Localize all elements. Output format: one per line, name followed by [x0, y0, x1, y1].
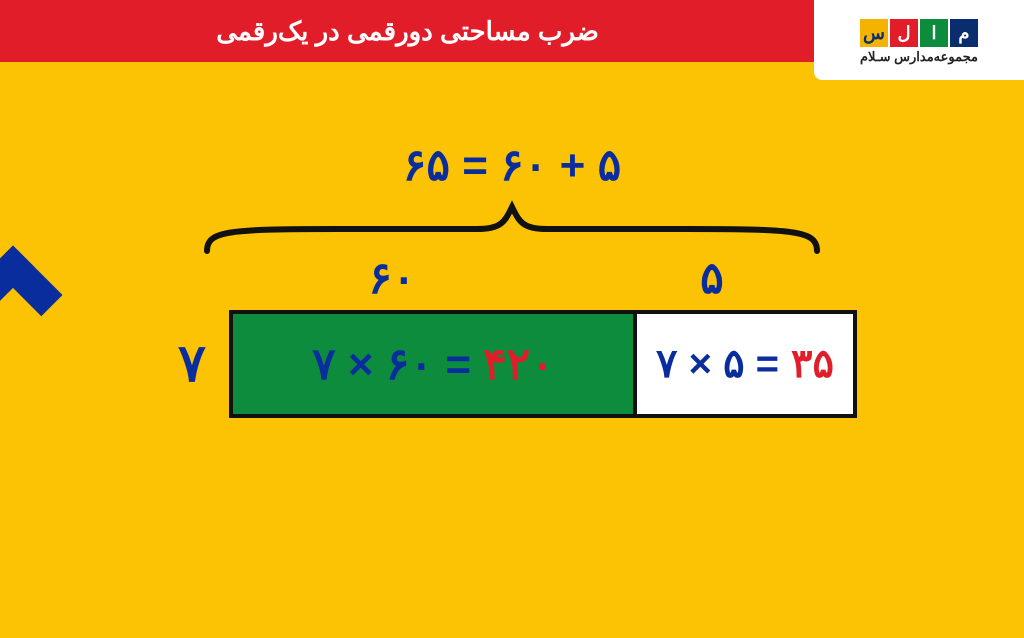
area-boxes: ۷ × ۶۰ = ۴۲۰ ۷ × ۵ = ۳۵ — [229, 310, 857, 418]
top-bar: ضرب مساحتی دورقمی در یک‌رقمی س ل ا م مجم… — [0, 0, 1024, 62]
box-tens: ۷ × ۶۰ = ۴۲۰ — [233, 314, 633, 414]
decomposition-equation: ۶۵ = ۶۰ + ۵ — [403, 140, 621, 191]
logo-icon: س ل ا م — [860, 19, 978, 47]
logo-letter-3: ا — [920, 19, 948, 47]
box-tens-result: ۴۲۰ — [483, 339, 554, 390]
box-ones-expr: ۷ × ۵ = — [656, 341, 779, 387]
logo-letter-4: م — [950, 19, 978, 47]
logo-letter-2: ل — [890, 19, 918, 47]
box-ones-result: ۳۵ — [791, 341, 834, 387]
box-tens-expr: ۷ × ۶۰ = — [312, 339, 471, 390]
brace-icon — [197, 199, 827, 259]
label-tens: ۶۰ — [192, 253, 592, 304]
area-model-row: ۷ ۷ × ۶۰ = ۴۲۰ ۷ × ۵ = ۳۵ — [167, 310, 857, 418]
box-ones: ۷ × ۵ = ۳۵ — [633, 314, 853, 414]
part-labels: ۶۰ ۵ — [192, 253, 832, 304]
row-multiplier: ۷ — [167, 334, 217, 394]
label-ones: ۵ — [612, 253, 812, 304]
logo-subtitle: مجموعه‌مدارس سـلام — [860, 49, 978, 65]
diagram: ۶۵ = ۶۰ + ۵ ۶۰ ۵ ۷ ۷ × ۶۰ = ۴۲۰ ۷ × ۵ = … — [0, 140, 1024, 418]
logo: س ل ا م مجموعه‌مدارس سـلام — [814, 0, 1024, 80]
logo-letter-1: س — [860, 19, 888, 47]
title-banner: ضرب مساحتی دورقمی در یک‌رقمی — [0, 0, 815, 62]
page-title: ضرب مساحتی دورقمی در یک‌رقمی — [216, 16, 599, 47]
